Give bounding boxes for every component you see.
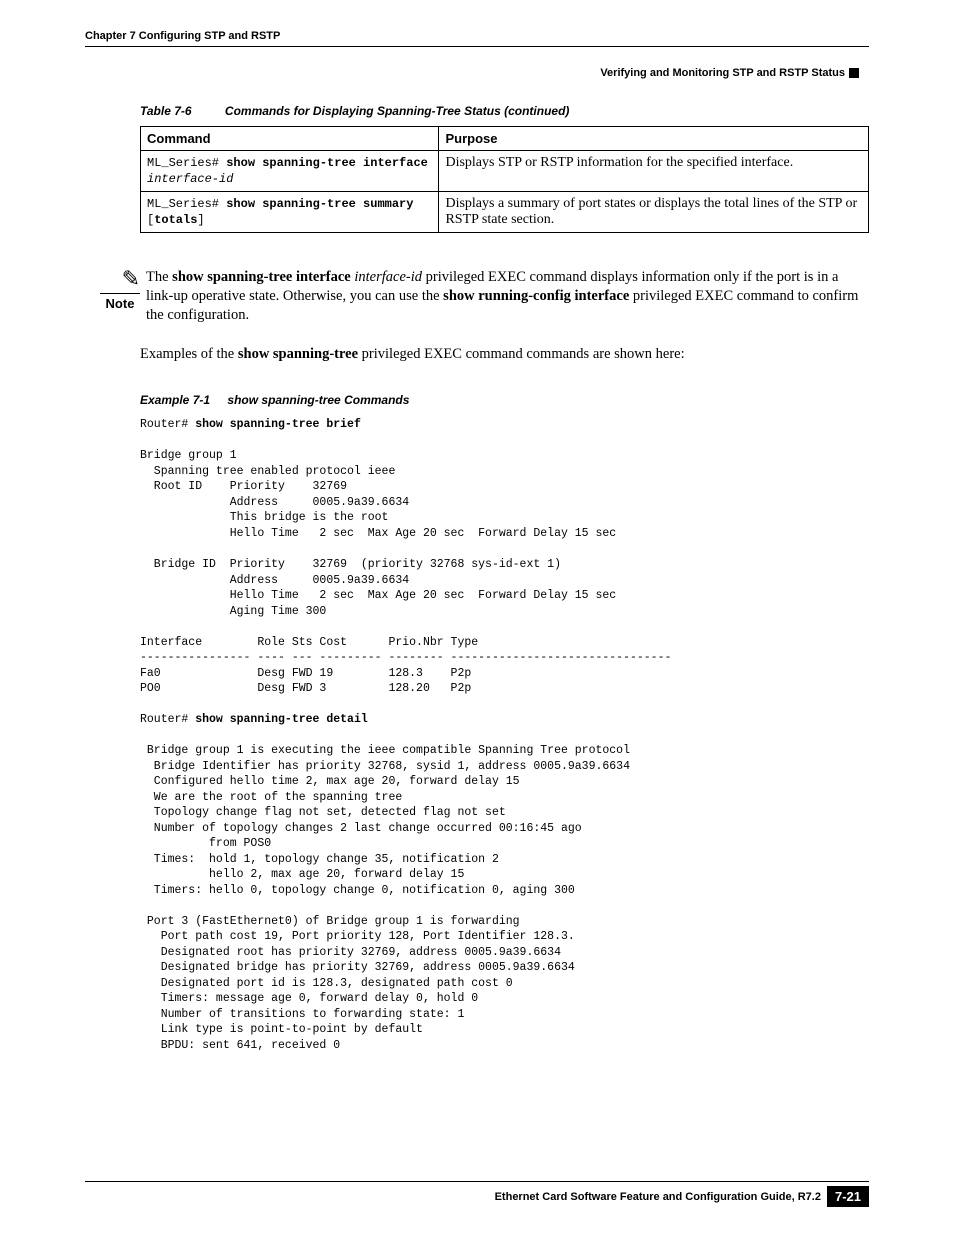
example-caption: Example 7-1 show spanning-tree Commands [140,393,869,407]
table-row: ML_Series# show spanning-tree summary [t… [141,192,869,233]
cmd-cell: ML_Series# show spanning-tree summary [t… [147,197,413,227]
footer-title: Ethernet Card Software Feature and Confi… [85,1191,827,1203]
running-head-right: Verifying and Monitoring STP and RSTP St… [85,67,869,79]
th-command: Command [141,127,439,151]
example-title: show spanning-tree Commands [227,393,409,407]
header-rule [85,46,869,47]
commands-table: Command Purpose ML_Series# show spanning… [140,126,869,233]
page-number: 7-21 [827,1186,869,1207]
note-text: The show spanning-tree interface interfa… [146,268,869,325]
code-block: Router# show spanning-tree brief Bridge … [140,417,869,1053]
table-row: ML_Series# show spanning-tree interface … [141,151,869,192]
header-marker-icon [849,68,859,78]
note-block: ✎ Note The show spanning-tree interface … [85,268,869,325]
note-label: Note [100,293,140,311]
table-title: Commands for Displaying Spanning-Tree St… [225,104,569,118]
example-number: Example 7-1 [140,393,210,407]
cmd-cell: ML_Series# show spanning-tree interface … [147,156,428,186]
table-number: Table 7-6 [140,104,192,118]
th-purpose: Purpose [439,127,869,151]
table-caption: Table 7-6 Commands for Displaying Spanni… [140,104,869,118]
body-paragraph: Examples of the show spanning-tree privi… [140,345,869,364]
pencil-icon: ✎ [122,266,140,291]
purpose-cell: Displays a summary of port states or dis… [439,192,869,233]
page-footer: Ethernet Card Software Feature and Confi… [85,1181,869,1207]
purpose-cell: Displays STP or RSTP information for the… [439,151,869,192]
running-head-left: Chapter 7 Configuring STP and RSTP [85,30,869,42]
